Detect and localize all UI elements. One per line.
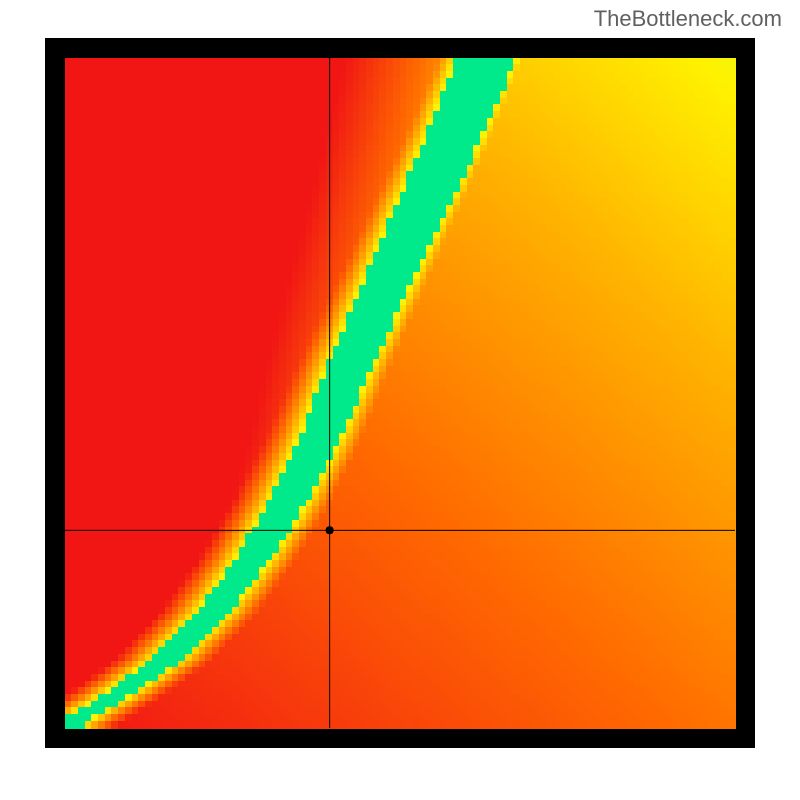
plot-area (45, 38, 755, 748)
watermark-text: TheBottleneck.com (594, 6, 782, 32)
heatmap-canvas (45, 38, 755, 748)
chart-container: TheBottleneck.com (0, 0, 800, 800)
